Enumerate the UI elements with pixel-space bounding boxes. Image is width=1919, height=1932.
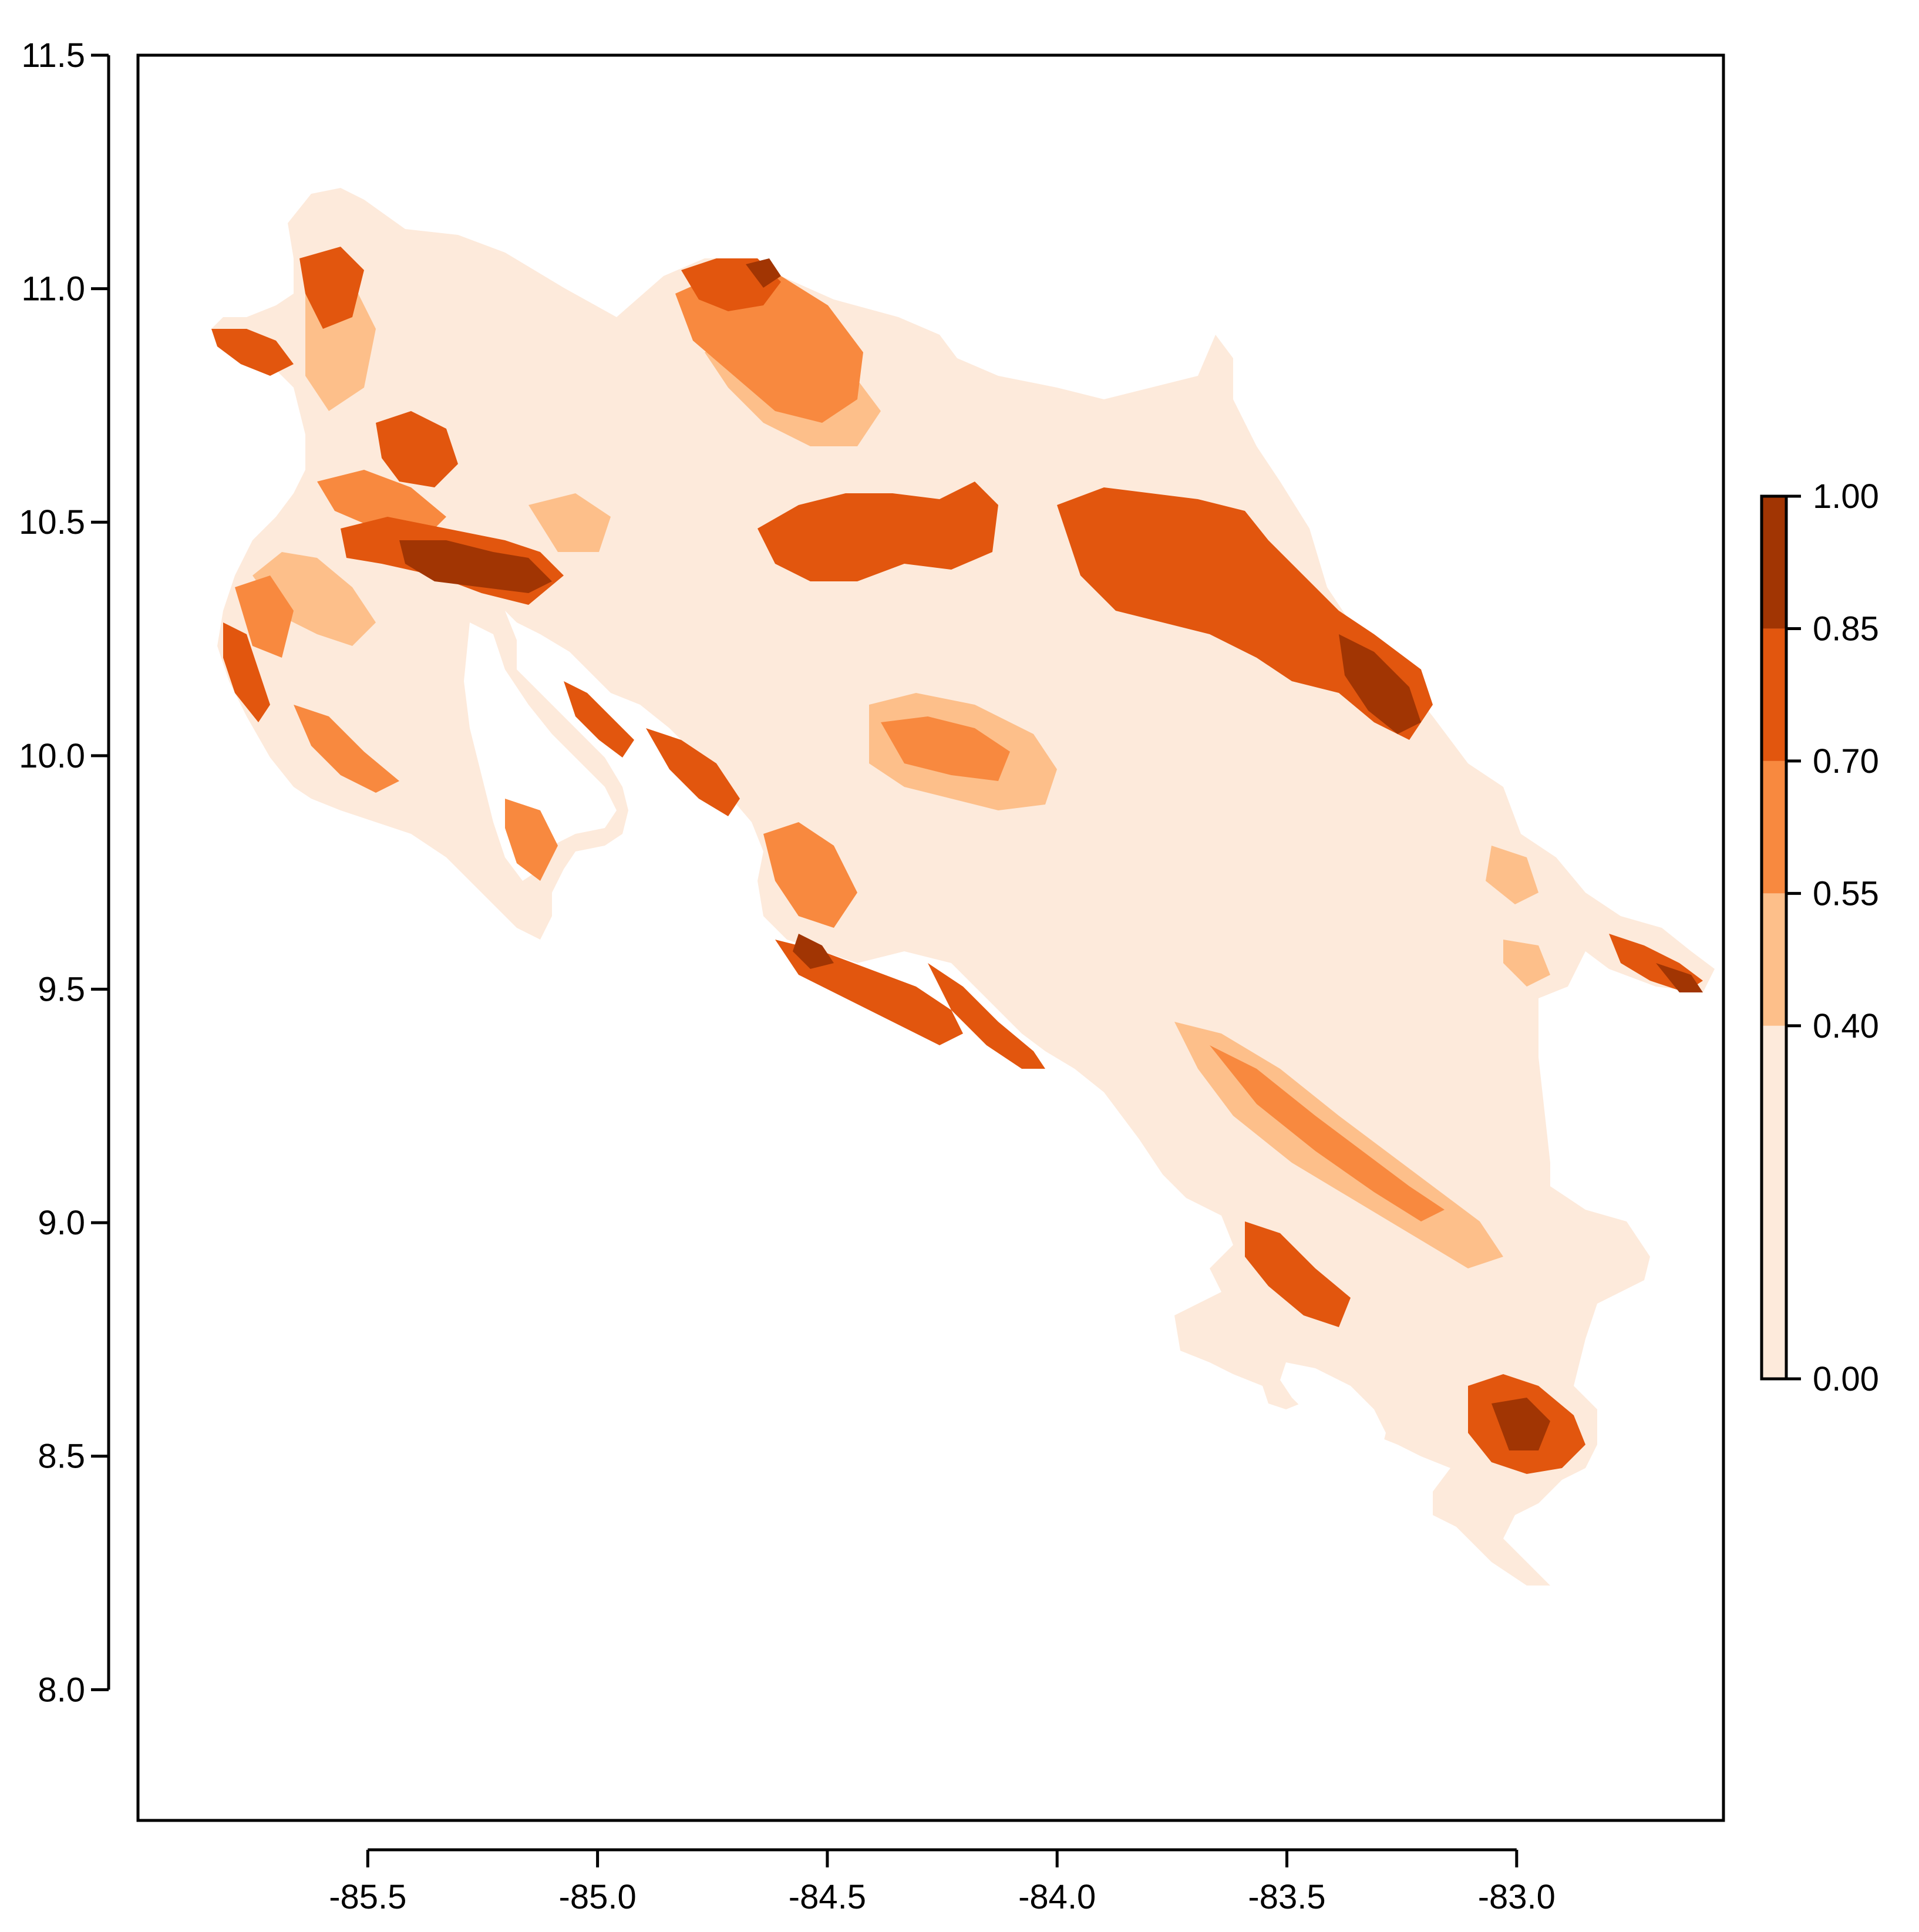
legend-tick-label: 1.00: [1813, 477, 1879, 516]
y-tick-label: 10.0: [19, 737, 85, 775]
legend-tick-label: 0.00: [1813, 1360, 1879, 1398]
legend-tick-label: 0.85: [1813, 610, 1879, 648]
y-tick-label: 9.0: [38, 1204, 85, 1242]
legend-ticks: 0.00 0.40 0.55 0.70 0.85 1.00: [1786, 477, 1879, 1398]
y-tick-label: 8.5: [38, 1438, 85, 1476]
x-tick-label: -85.0: [559, 1878, 637, 1916]
land-base-class-0: [211, 188, 1715, 1586]
legend-tick-label: 0.70: [1813, 742, 1879, 780]
class-4-patches: [399, 258, 1703, 1450]
legend-tick-label: 0.40: [1813, 1007, 1879, 1045]
costa-rica-raster-layer: [211, 188, 1715, 1586]
y-tick-label: 8.0: [38, 1671, 85, 1709]
y-tick-label: 9.5: [38, 970, 85, 1008]
x-tick-label: -84.5: [789, 1878, 866, 1916]
x-tick-label: -84.0: [1018, 1878, 1096, 1916]
legend-bin: [1762, 893, 1786, 1026]
color-legend: 0.00 0.40 0.55 0.70 0.85 1.00: [1760, 477, 1879, 1398]
x-tick-label: -83.0: [1478, 1878, 1556, 1916]
legend-bin: [1762, 760, 1786, 894]
legend-color-bins: [1762, 496, 1786, 1379]
legend-bin: [1762, 628, 1786, 761]
x-axis: -85.5 -85.0 -84.5 -84.0 -83.5 -83.0: [329, 1848, 1556, 1916]
x-tick-label: -85.5: [329, 1878, 406, 1916]
legend-tick-label: 0.55: [1813, 874, 1879, 913]
y-tick-label: 10.5: [19, 503, 85, 541]
gulf-of-nicoya-water: [464, 622, 617, 881]
y-tick-label: 11.5: [21, 36, 85, 75]
y-tick-label: 11.0: [21, 270, 85, 308]
x-axis-ticks: -85.5 -85.0 -84.5 -84.0 -83.5 -83.0: [329, 1850, 1556, 1916]
x-tick-label: -83.5: [1248, 1878, 1325, 1916]
golfo-dulce-water: [1280, 1362, 1386, 1468]
y-axis: 8.0 8.5 9.0 9.5 10.0 10.5 11.0 11.5: [19, 36, 110, 1709]
legend-frame: [1760, 494, 1788, 1381]
legend-bin: [1762, 496, 1786, 629]
legend-bin: [1762, 1025, 1786, 1379]
plot-frame: [136, 53, 1725, 1822]
y-axis-ticks: 8.0 8.5 9.0 9.5 10.0 10.5 11.0 11.5: [19, 36, 109, 1709]
